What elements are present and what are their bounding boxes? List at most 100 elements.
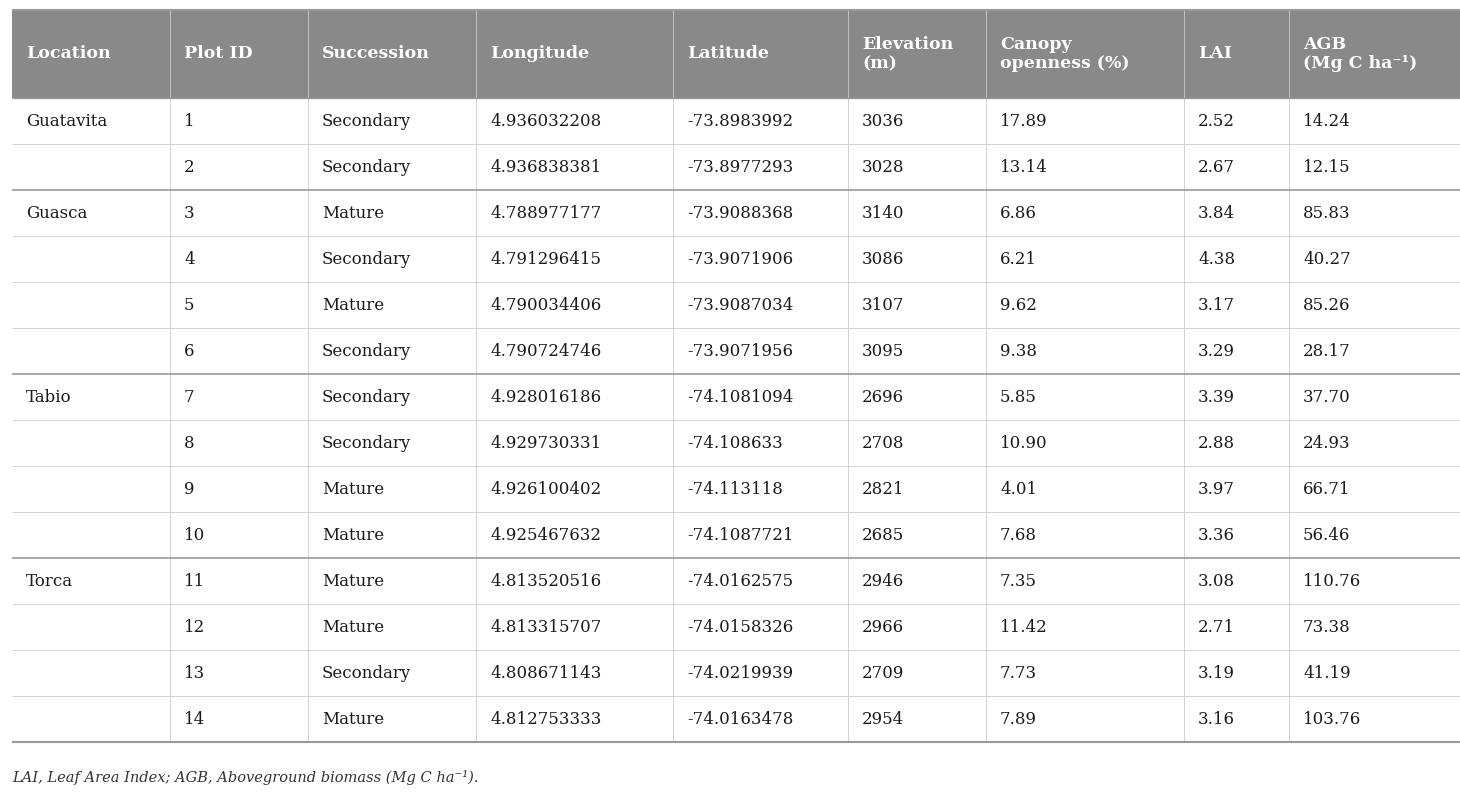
Text: 40.27: 40.27 (1302, 251, 1350, 267)
Text: 2696: 2696 (861, 388, 904, 405)
Text: 10.90: 10.90 (1000, 435, 1048, 451)
Text: 13.14: 13.14 (1000, 158, 1048, 175)
Text: Mature: Mature (323, 205, 384, 221)
Text: 24.93: 24.93 (1302, 435, 1350, 451)
Text: 7: 7 (184, 388, 194, 405)
Bar (12, 236, 1460, 282)
Text: Secondary: Secondary (323, 665, 412, 681)
Text: 3.36: 3.36 (1199, 526, 1235, 544)
Text: 3.84: 3.84 (1199, 205, 1235, 221)
Text: Plot ID: Plot ID (184, 45, 253, 63)
Bar (12, 650, 1460, 696)
Text: 11.42: 11.42 (1000, 618, 1048, 635)
Text: 3.08: 3.08 (1199, 572, 1235, 590)
Text: 2.67: 2.67 (1199, 158, 1235, 175)
Text: 4: 4 (184, 251, 194, 267)
Text: 3028: 3028 (861, 158, 905, 175)
Text: 6: 6 (184, 342, 194, 360)
Text: -74.1087721: -74.1087721 (688, 526, 793, 544)
Text: 7.68: 7.68 (1000, 526, 1037, 544)
Text: Location: Location (26, 45, 111, 63)
Text: Guatavita: Guatavita (26, 112, 107, 130)
Text: LAI: LAI (1199, 45, 1232, 63)
Text: Elevation
(m): Elevation (m) (861, 36, 953, 72)
Text: 4.788977177: 4.788977177 (491, 205, 602, 221)
Text: Secondary: Secondary (323, 435, 412, 451)
Text: 3140: 3140 (861, 205, 905, 221)
Text: Mature: Mature (323, 296, 384, 314)
Text: 2709: 2709 (861, 665, 904, 681)
Text: 2708: 2708 (861, 435, 905, 451)
Text: 4.813315707: 4.813315707 (491, 618, 602, 635)
Text: Secondary: Secondary (323, 342, 412, 360)
Text: -74.0158326: -74.0158326 (688, 618, 793, 635)
Text: 4.790724746: 4.790724746 (491, 342, 602, 360)
Text: Latitude: Latitude (688, 45, 769, 63)
Text: 6.86: 6.86 (1000, 205, 1037, 221)
Text: 3107: 3107 (861, 296, 905, 314)
Text: 3.97: 3.97 (1199, 481, 1235, 498)
Text: 3.19: 3.19 (1199, 665, 1235, 681)
Text: 3.39: 3.39 (1199, 388, 1235, 405)
Text: Mature: Mature (323, 572, 384, 590)
Text: 2946: 2946 (861, 572, 904, 590)
Text: -73.9088368: -73.9088368 (688, 205, 793, 221)
Text: 5: 5 (184, 296, 194, 314)
Text: 3036: 3036 (861, 112, 904, 130)
Text: 3.16: 3.16 (1199, 711, 1235, 728)
Text: 7.35: 7.35 (1000, 572, 1037, 590)
Text: -73.9071956: -73.9071956 (688, 342, 793, 360)
Text: 2966: 2966 (861, 618, 904, 635)
Text: 4.01: 4.01 (1000, 481, 1037, 498)
Bar (12, 420, 1460, 466)
Text: 41.19: 41.19 (1302, 665, 1350, 681)
Text: Succession: Succession (323, 45, 429, 63)
Text: 8: 8 (184, 435, 194, 451)
Text: -74.0163478: -74.0163478 (688, 711, 793, 728)
Text: 13: 13 (184, 665, 206, 681)
Text: 1: 1 (184, 112, 194, 130)
Text: 12.15: 12.15 (1302, 158, 1350, 175)
Text: 3095: 3095 (861, 342, 904, 360)
Text: Torca: Torca (26, 572, 73, 590)
Text: 4.936032208: 4.936032208 (491, 112, 602, 130)
Bar (12, 466, 1460, 512)
Text: 85.26: 85.26 (1302, 296, 1350, 314)
Text: 3086: 3086 (861, 251, 904, 267)
Text: 4.812753333: 4.812753333 (491, 711, 602, 728)
Text: -73.9087034: -73.9087034 (688, 296, 793, 314)
Text: 3: 3 (184, 205, 194, 221)
Text: 4.813520516: 4.813520516 (491, 572, 602, 590)
Text: Mature: Mature (323, 618, 384, 635)
Text: -73.9071906: -73.9071906 (688, 251, 793, 267)
Text: 4.808671143: 4.808671143 (491, 665, 602, 681)
Text: 9.62: 9.62 (1000, 296, 1037, 314)
Text: 2685: 2685 (861, 526, 904, 544)
Text: 2.52: 2.52 (1199, 112, 1235, 130)
Text: 9: 9 (184, 481, 194, 498)
Text: -73.8977293: -73.8977293 (688, 158, 793, 175)
Text: 4.929730331: 4.929730331 (491, 435, 602, 451)
Text: 7.89: 7.89 (1000, 711, 1037, 728)
Text: 3.17: 3.17 (1199, 296, 1235, 314)
Text: -74.108633: -74.108633 (688, 435, 783, 451)
Text: 10: 10 (184, 526, 206, 544)
Text: Secondary: Secondary (323, 251, 412, 267)
Text: 4.926100402: 4.926100402 (491, 481, 602, 498)
Text: 2954: 2954 (861, 711, 904, 728)
Text: -73.8983992: -73.8983992 (688, 112, 793, 130)
Text: Secondary: Secondary (323, 158, 412, 175)
Text: Mature: Mature (323, 481, 384, 498)
Text: 110.76: 110.76 (1302, 572, 1361, 590)
Bar (12, 558, 1460, 604)
Bar (12, 282, 1460, 328)
Text: -74.1081094: -74.1081094 (688, 388, 793, 405)
Bar (12, 604, 1460, 650)
Text: 5.85: 5.85 (1000, 388, 1037, 405)
Text: Mature: Mature (323, 526, 384, 544)
Bar (12, 190, 1460, 236)
Text: 2821: 2821 (861, 481, 905, 498)
Text: 9.38: 9.38 (1000, 342, 1037, 360)
Text: 2.88: 2.88 (1199, 435, 1235, 451)
Text: 4.928016186: 4.928016186 (491, 388, 602, 405)
